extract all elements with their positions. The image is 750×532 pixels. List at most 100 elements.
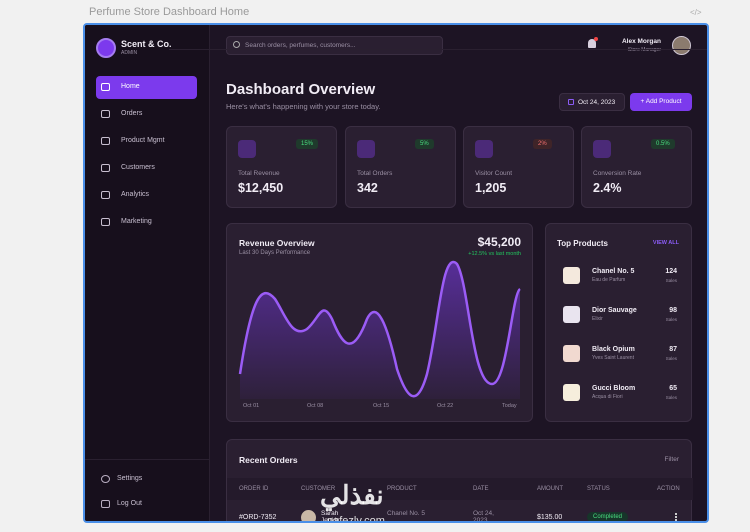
stat-card: [345, 126, 456, 208]
orders-title: Recent Orders: [239, 455, 298, 465]
revenue-subtitle: Last 30 Days Performance: [239, 250, 311, 256]
nav-settings[interactable]: Settings: [117, 475, 143, 482]
bell-icon[interactable]: [588, 39, 596, 48]
stat-icon: [593, 140, 611, 158]
product-name: Dior Sauvage: [592, 307, 637, 314]
table-head: [227, 478, 693, 500]
revenue-title: Revenue Overview: [239, 238, 315, 248]
product-sales: 124: [665, 268, 677, 275]
search-box[interactable]: Search orders, perfumes, customers...: [226, 36, 443, 55]
filter-button[interactable]: Filter: [664, 456, 679, 463]
column-header: PRODUCT: [387, 486, 417, 492]
nav-icon: [101, 164, 110, 172]
window-title: Perfume Store Dashboard Home: [89, 6, 250, 18]
product-name: Black Opium: [592, 346, 635, 353]
stat-card: [463, 126, 574, 208]
page-title: Dashboard Overview: [226, 81, 376, 98]
nav-item[interactable]: Orders: [121, 110, 143, 117]
revenue-card: Revenue Overview Last 30 Days Performanc…: [226, 223, 533, 422]
brand: Scent & Co.: [121, 39, 172, 49]
stat-card: [581, 126, 692, 208]
view-all-link[interactable]: VIEW ALL: [652, 240, 679, 246]
date: Oct 24, 2023: [473, 510, 494, 523]
area: [240, 262, 520, 399]
stat-value: $12,450: [238, 181, 284, 195]
top-products-card: Top Products VIEW ALL Chanel No. 5 Eau de…: [545, 223, 692, 422]
product-sub: Acqua di Fiori: [592, 394, 623, 400]
nav-item[interactable]: Analytics: [121, 191, 150, 198]
x-label: Oct 15: [373, 403, 390, 409]
logout-icon: [101, 500, 110, 508]
stat-change: 0.5%: [651, 139, 675, 149]
order-id: #ORD-7352: [239, 514, 277, 521]
x-label: Oct 08: [307, 403, 324, 409]
product-image: [563, 306, 580, 323]
nav-item[interactable]: Marketing: [121, 218, 152, 225]
x-label: Oct 22: [437, 403, 454, 409]
header-line: [169, 49, 707, 50]
stat-icon: [475, 140, 493, 158]
stat-change: 5%: [415, 139, 434, 149]
date: Oct 24, 2023: [578, 99, 616, 106]
stat-label: Visitor Count: [475, 170, 513, 177]
nav-icon: [101, 110, 110, 118]
bell-dot: [594, 37, 598, 41]
customer-avatar: [301, 510, 316, 521]
action-menu[interactable]: [675, 513, 677, 521]
product-unit: Sales: [665, 278, 677, 283]
stat-value: 1,205: [475, 181, 507, 195]
settings-icon: [101, 475, 110, 483]
product-image: [563, 345, 580, 362]
x-label: Oct 01: [243, 403, 260, 409]
nav-item[interactable]: Customers: [121, 164, 155, 171]
calendar-icon: [568, 99, 574, 105]
code-icon: </>: [690, 8, 702, 17]
product-unit: Sales: [665, 317, 677, 322]
product-sales: 98: [669, 307, 677, 314]
column-header: STATUS: [587, 486, 610, 492]
active-nav-bg: [96, 76, 197, 99]
status: Completed: [587, 512, 629, 521]
avatar[interactable]: [672, 36, 691, 55]
nav-icon: [101, 191, 110, 199]
app-frame: Scent & Co. ADMIN Settings Log Out Home O…: [83, 23, 709, 523]
logo: [96, 38, 116, 58]
top-products-title: Top Products: [557, 239, 608, 248]
column-header: DATE: [473, 486, 489, 492]
product-name: Chanel No. 5: [592, 268, 635, 275]
stat-label: Total Revenue: [238, 170, 280, 177]
nav-item[interactable]: Product Mgmt: [121, 137, 165, 144]
nav-item[interactable]: Home: [121, 83, 140, 90]
product-image: [563, 384, 580, 401]
line: [238, 260, 522, 398]
stat-icon: [238, 140, 256, 158]
revenue-total: $45,200: [477, 235, 521, 249]
product-sub: Elixir: [592, 316, 603, 322]
date-picker[interactable]: Oct 24, 2023: [559, 93, 625, 111]
watermark-arabic: نفذلي: [320, 480, 384, 510]
stat-label: Total Orders: [357, 170, 393, 177]
column-header: AMOUNT: [537, 486, 563, 492]
stat-label: Conversion Rate: [593, 170, 642, 177]
stat-icon: [357, 140, 375, 158]
nav-icon: [101, 83, 110, 91]
nav-logout[interactable]: Log Out: [117, 500, 142, 507]
user-name: Alex Morgan: [621, 38, 661, 45]
product-sub: Eau de Parfum: [592, 277, 626, 283]
amount: $135.00: [537, 514, 563, 521]
separator: [85, 459, 209, 460]
search-icon: [233, 41, 240, 48]
add-product-button[interactable]: + Add Product: [630, 93, 692, 111]
orders-card: Recent Orders Filter ORDER ID CUSTOMER PRO…: [226, 439, 693, 523]
column-header: CUSTOMER: [301, 486, 336, 492]
stat-change: 15%: [296, 139, 319, 149]
product-unit: Sales: [665, 356, 677, 361]
column-header: ORDER ID: [239, 486, 269, 492]
product-unit: Sales: [665, 395, 677, 400]
product-sales: 65: [669, 385, 677, 392]
stat-change: 2%: [533, 139, 552, 149]
revenue-curve: [238, 260, 522, 399]
page-subtitle: Here's what's happening with your store …: [226, 102, 381, 111]
role: ADMIN: [121, 50, 138, 56]
